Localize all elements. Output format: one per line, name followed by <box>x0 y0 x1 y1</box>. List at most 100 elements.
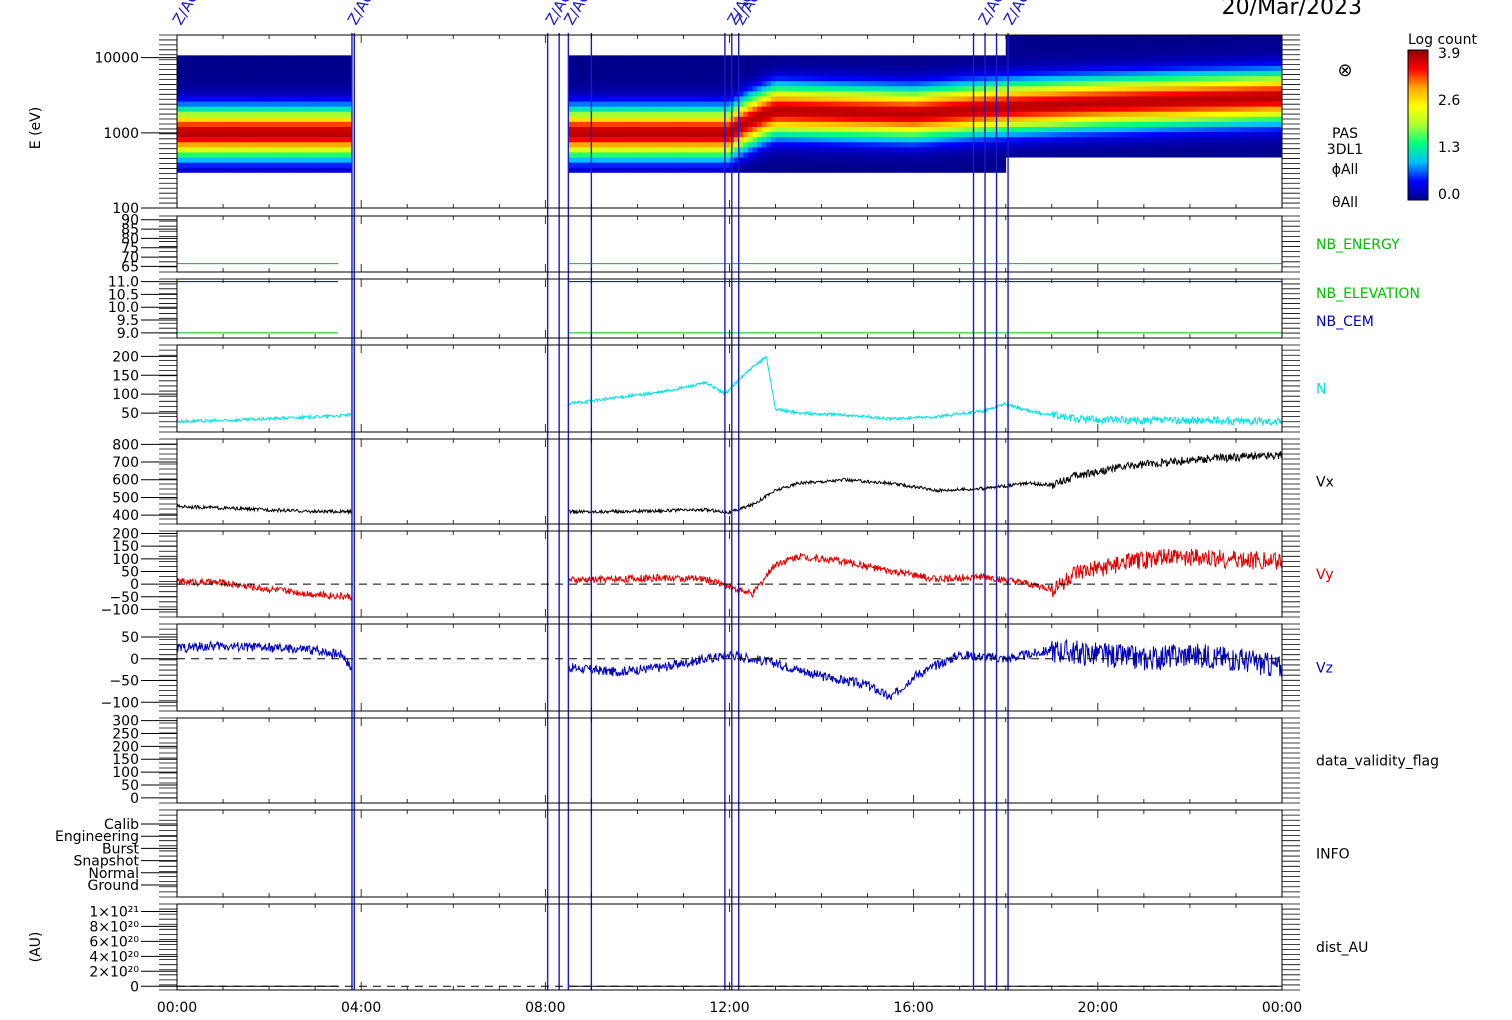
spectrogram-cell <box>720 65 726 72</box>
spectrogram-cell <box>701 136 707 143</box>
spectrogram-cell <box>734 136 740 143</box>
spectrogram-cell <box>987 85 993 92</box>
spectrogram-cell <box>904 96 910 102</box>
spectrogram-cell <box>1226 80 1232 87</box>
spectrogram-cell <box>812 157 818 163</box>
spectrogram-cell <box>909 116 915 122</box>
spectrogram-cell <box>609 167 615 173</box>
spectrogram-cell <box>849 101 855 107</box>
spectrogram-cell <box>692 116 698 122</box>
spectrogram-cell <box>595 65 601 72</box>
spectrogram-cell <box>927 101 933 107</box>
spectrogram-cell <box>1019 35 1025 41</box>
spectrogram-cell <box>250 111 256 117</box>
spectrogram-cell <box>913 90 919 97</box>
spectrogram-cell <box>1199 111 1205 117</box>
spectrogram-cell <box>757 55 763 61</box>
spectrogram-cell <box>1157 116 1163 122</box>
spectrogram-cell <box>697 157 703 163</box>
spectrogram-cell <box>572 167 578 173</box>
spectrogram-cell <box>789 162 795 168</box>
spectrogram-cell <box>591 96 597 102</box>
spectrogram-cell <box>890 101 896 107</box>
spectrogram-cell <box>904 65 910 72</box>
spectrogram-cell <box>968 157 974 163</box>
spectrogram-cell <box>743 85 749 92</box>
spectrogram-cell <box>720 55 726 61</box>
spectrogram-cell <box>1226 111 1232 117</box>
spectrogram-cell <box>213 65 219 72</box>
spectrogram-cell <box>1065 141 1071 148</box>
spectrogram-cell <box>1180 101 1186 107</box>
spectrogram-cell <box>660 75 666 82</box>
spectrogram-cell <box>1001 141 1007 148</box>
spectrogram-cell <box>623 80 629 87</box>
spectrogram-cell <box>227 162 233 168</box>
spectrogram-cell <box>577 96 583 102</box>
spectrogram-cell <box>1199 50 1205 56</box>
spectrogram-cell <box>955 85 961 92</box>
spectrogram-cell <box>1024 50 1030 56</box>
spectrogram-cell <box>1162 152 1168 158</box>
spectrogram-cell <box>637 60 643 66</box>
spectrogram-cell <box>936 152 942 158</box>
spectrogram-cell <box>1116 90 1122 97</box>
spectrogram-cell <box>259 65 265 72</box>
spectrogram-cell <box>660 60 666 66</box>
spectrogram-cell <box>849 167 855 173</box>
spectrogram-cell <box>973 75 979 82</box>
spectrogram-cell <box>1194 65 1200 72</box>
spectrogram-cell <box>872 152 878 158</box>
spectrogram-cell <box>766 96 772 102</box>
spectrogram-cell <box>715 85 721 92</box>
spectrogram-cell <box>738 167 744 173</box>
spectrogram-cell <box>692 126 698 133</box>
spectrogram-cell <box>310 146 316 153</box>
spectrogram-cell <box>812 75 818 82</box>
spectrogram-cell <box>1148 141 1154 148</box>
spectrogram-cell <box>711 60 717 66</box>
spectrogram-cell <box>1033 146 1039 153</box>
spectrogram-cell <box>278 126 284 133</box>
spectrogram-cell <box>701 75 707 82</box>
spectrogram-cell <box>849 157 855 163</box>
spectrogram-cell <box>803 162 809 168</box>
spectrogram-cell <box>904 162 910 168</box>
spectrogram-cell <box>637 65 643 72</box>
spectrogram-cell <box>826 75 832 82</box>
spectrogram-cell <box>711 157 717 163</box>
spectrogram-cell <box>1097 131 1103 138</box>
spectrogram-cell <box>1056 75 1062 82</box>
spectrogram-cell <box>595 136 601 143</box>
spectrogram-cell <box>996 126 1002 133</box>
spectrogram-cell <box>623 162 629 168</box>
spectrogram-cell <box>780 111 786 117</box>
spectrogram-cell <box>821 80 827 87</box>
spectrogram-cell <box>1171 40 1177 46</box>
spectrogram-cell <box>890 106 896 112</box>
spectrogram-cell <box>1245 50 1251 56</box>
spectrogram-cell <box>793 106 799 112</box>
spectrogram-cell <box>1070 116 1076 122</box>
spectrogram-cell <box>1258 111 1264 117</box>
spectrogram-cell <box>812 60 818 66</box>
spectrogram-cell <box>987 96 993 102</box>
spectrogram-cell <box>1249 65 1255 72</box>
spectrogram-cell <box>1033 136 1039 143</box>
spectrogram-cell <box>1171 45 1177 51</box>
spectrogram-cell <box>678 75 684 82</box>
spectrogram-cell <box>1148 75 1154 82</box>
spectrogram-cell <box>315 162 321 168</box>
spectrogram-cell <box>996 106 1002 112</box>
spectrogram-cell <box>282 106 288 112</box>
spectrogram-cell <box>936 157 942 163</box>
spectrogram-cell <box>600 55 606 61</box>
spectrogram-cell <box>315 90 321 97</box>
spectrogram-cell <box>1143 70 1149 77</box>
spectrogram-cell <box>1019 55 1025 61</box>
spectrogram-cell <box>775 75 781 82</box>
spectrogram-cell <box>987 80 993 87</box>
spectrogram-cell <box>1272 141 1278 148</box>
spectrogram-cell <box>1166 106 1172 112</box>
spectrogram-cell <box>683 121 689 127</box>
